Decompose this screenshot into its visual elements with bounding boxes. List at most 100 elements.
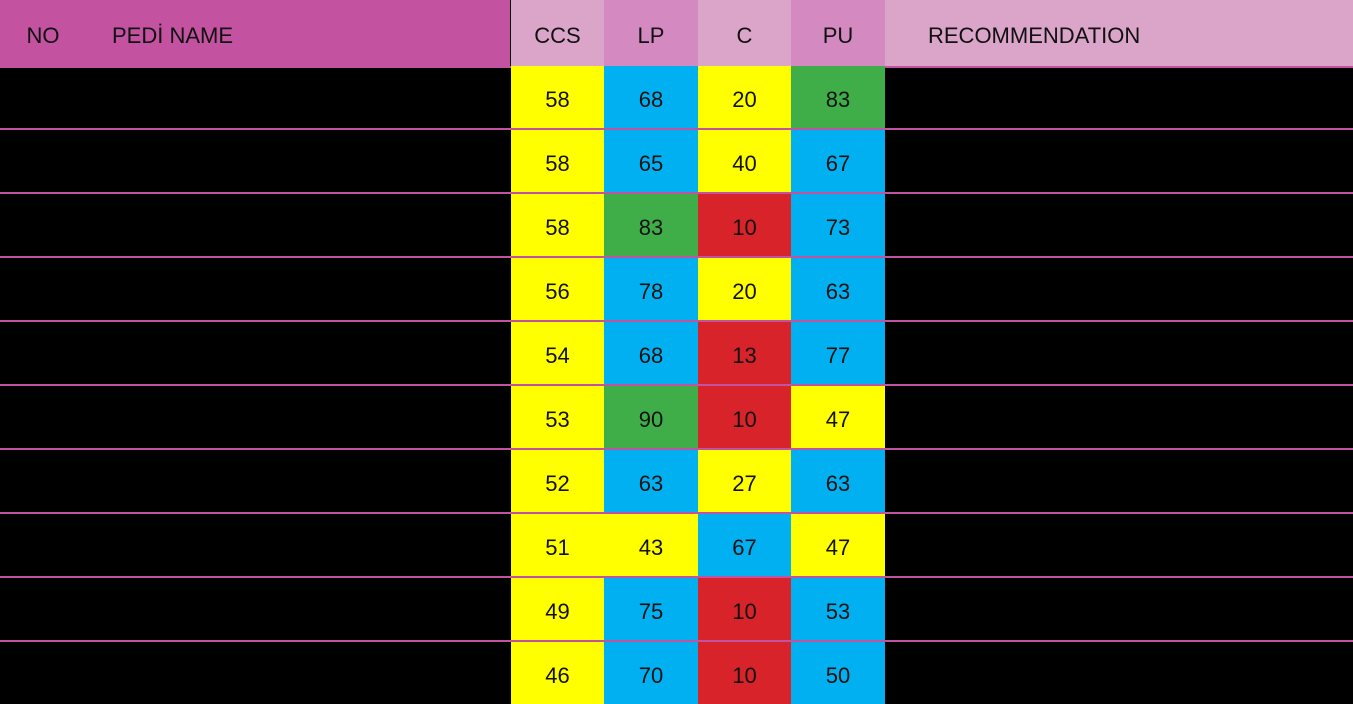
pu-value: 77 [791,322,885,384]
row-no [0,450,86,512]
row-recommendation [885,450,1353,512]
row-pedi-name [112,450,492,512]
row-divider [0,256,1353,258]
row-recommendation [885,386,1353,448]
row-recommendation [885,258,1353,320]
row-divider [0,448,1353,450]
c-value: 10 [698,194,791,256]
header-left-band [0,0,510,66]
row-no [0,258,86,320]
row-no [0,514,86,576]
c-value: 10 [698,642,791,704]
row-divider [0,512,1353,514]
lp-value: 83 [604,194,698,256]
row-no [0,194,86,256]
row-no [0,322,86,384]
ccs-value: 52 [511,450,604,512]
row-recommendation [885,322,1353,384]
table-row: 52 63 27 63 [0,450,1353,514]
pu-value: 50 [791,642,885,704]
row-recommendation [885,514,1353,576]
row-pedi-name [112,66,492,128]
table-row: 58 68 20 83 [0,66,1353,130]
row-divider [0,320,1353,322]
header-c: C [698,0,791,66]
header-pedi-name: PEDİ NAME [112,23,234,48]
lp-value: 68 [604,322,698,384]
ccs-value: 58 [511,66,604,128]
header-lp: LP [604,0,698,66]
row-pedi-name [112,130,492,192]
c-value: 20 [698,258,791,320]
ccs-value: 58 [511,130,604,192]
row-no [0,66,86,128]
row-pedi-name [112,322,492,384]
row-no [0,578,86,640]
pu-value: 83 [791,66,885,128]
table-row: 54 68 13 77 [0,322,1353,386]
header-ccs: CCS [511,0,604,66]
row-recommendation [885,578,1353,640]
c-value: 10 [698,386,791,448]
ccs-value: 49 [511,578,604,640]
row-pedi-name [112,258,492,320]
table-row: 51 43 67 47 [0,514,1353,578]
lp-value: 68 [604,66,698,128]
pu-value: 63 [791,450,885,512]
lp-value: 43 [604,514,698,576]
lp-value: 63 [604,450,698,512]
row-no [0,130,86,192]
pu-value: 67 [791,130,885,192]
lp-value: 65 [604,130,698,192]
header-recommendation: RECOMMENDATION [885,0,1353,66]
row-divider [0,384,1353,386]
pu-value: 53 [791,578,885,640]
header-pu: PU [791,0,885,66]
row-no [0,386,86,448]
row-divider [0,640,1353,642]
header-no: NO [26,23,60,48]
lp-value: 90 [604,386,698,448]
row-pedi-name [112,642,492,704]
ccs-value: 54 [511,322,604,384]
table-row: 53 90 10 47 [0,386,1353,450]
pu-value: 73 [791,194,885,256]
row-recommendation [885,130,1353,192]
c-value: 67 [698,514,791,576]
row-recommendation [885,194,1353,256]
pu-value: 63 [791,258,885,320]
row-pedi-name [112,514,492,576]
row-pedi-name [112,578,492,640]
row-pedi-name [112,194,492,256]
row-pedi-name [112,386,492,448]
lp-value: 70 [604,642,698,704]
c-value: 40 [698,130,791,192]
table-row: 58 83 10 73 [0,194,1353,258]
table-body: 58 68 20 83 58 65 40 67 58 83 10 73 56 78 20 63 54 68 13 77… [0,66,1353,704]
pu-value: 47 [791,386,885,448]
row-recommendation [885,642,1353,704]
table-row: 46 70 10 50 [0,642,1353,704]
row-divider [0,128,1353,130]
c-value: 10 [698,578,791,640]
ccs-value: 58 [511,194,604,256]
table-row: 49 75 10 53 [0,578,1353,642]
c-value: 13 [698,322,791,384]
ccs-value: 56 [511,258,604,320]
lp-value: 78 [604,258,698,320]
c-value: 27 [698,450,791,512]
ccs-value: 51 [511,514,604,576]
ccs-value: 53 [511,386,604,448]
row-divider [0,576,1353,578]
row-recommendation [885,66,1353,128]
c-value: 20 [698,66,791,128]
row-no [0,642,86,704]
row-divider [0,192,1353,194]
table-header: NO PEDİ NAME CCS LP C PU RECOMMENDATION [0,0,1353,66]
pu-value: 47 [791,514,885,576]
table-row: 58 65 40 67 [0,130,1353,194]
lp-value: 75 [604,578,698,640]
ccs-value: 46 [511,642,604,704]
table-row: 56 78 20 63 [0,258,1353,322]
